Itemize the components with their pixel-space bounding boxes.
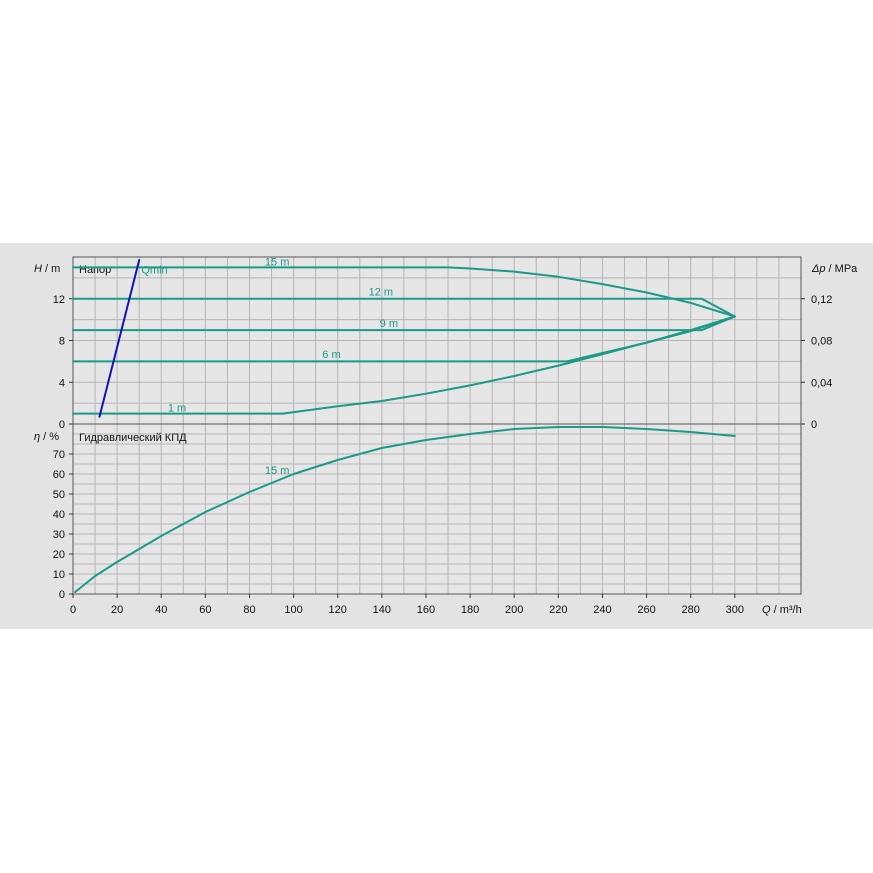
pressure-axis-label: Δp / MPa — [811, 263, 858, 275]
xtick-label: 60 — [199, 604, 211, 616]
head-chart: 0 4 8 12 0 0,04 0,08 0,12 H / m Δp / MPa Напор 15 m… — [34, 256, 858, 431]
xtick-label: 0 — [70, 604, 76, 616]
pressure-ytick-label: 0,12 — [811, 294, 832, 306]
pressure-ytick-label: 0,04 — [811, 377, 832, 389]
efficiency-ytick-label: 30 — [53, 529, 65, 541]
head-curve-1-m — [72, 315, 736, 415]
xtick-label: 20 — [111, 604, 123, 616]
efficiency-chart: 0 10 20 30 40 50 60 70 η / % Гидравлический КПД 0 2… — [34, 423, 802, 616]
head-curve-label-qmin: Qmin — [141, 265, 167, 277]
pressure-ytick-label: 0,08 — [811, 336, 832, 348]
efficiency-chart-title: Гидравлический КПД — [79, 432, 187, 444]
xtick-label: 100 — [284, 604, 302, 616]
pressure-ytick-label: 0 — [811, 419, 817, 431]
xtick-label: 40 — [155, 604, 167, 616]
xtick-label: 80 — [243, 604, 255, 616]
xtick-label: 220 — [549, 604, 567, 616]
xtick-label: 140 — [373, 604, 391, 616]
head-ytick-label: 12 — [53, 294, 65, 306]
head-ytick-label: 4 — [59, 377, 65, 389]
head-ytick-label: 8 — [59, 336, 65, 348]
head-curve-12-m — [72, 297, 736, 318]
efficiency-ytick-label: 10 — [53, 569, 65, 581]
xtick-label: 200 — [505, 604, 523, 616]
head-axis-label: H / m — [34, 263, 60, 275]
xtick-label: 300 — [726, 604, 744, 616]
head-curve-label-6-m: 6 m — [322, 349, 340, 361]
head-chart-title: Напор — [79, 264, 111, 276]
efficiency-plot-area — [72, 423, 802, 595]
head-curve-label-9-m: 9 m — [380, 318, 398, 330]
xtick-label: 260 — [637, 604, 655, 616]
efficiency-ytick-label: 60 — [53, 469, 65, 481]
head-curve-15-m — [72, 266, 736, 318]
head-curve-label-12-m: 12 m — [369, 287, 393, 299]
efficiency-ytick-label: 40 — [53, 509, 65, 521]
xtick-label: 180 — [461, 604, 479, 616]
head-curve-label-15-m: 15 m — [265, 256, 289, 268]
head-curve-label-1-m: 1 m — [168, 402, 186, 414]
xtick-label: 240 — [593, 604, 611, 616]
efficiency-curve-15-m — [74, 426, 736, 593]
efficiency-ytick-label: 20 — [53, 549, 65, 561]
efficiency-ytick-label: 0 — [59, 589, 65, 601]
head-curve-9-m — [72, 315, 736, 332]
xtick-label: 120 — [329, 604, 347, 616]
efficiency-axis-label: η / % — [34, 431, 59, 443]
flow-axis-label: Q / m³/h — [762, 604, 802, 616]
efficiency-ytick-label: 50 — [53, 489, 65, 501]
efficiency-curve-label-15-m: 15 m — [265, 465, 289, 477]
chart-panel: 0 4 8 12 0 0,04 0,08 0,12 H / m Δp / MPa Напор 15 m… — [0, 243, 873, 629]
head-curve-qmin — [98, 259, 141, 418]
xtick-label: 280 — [682, 604, 700, 616]
efficiency-ytick-label: 70 — [53, 449, 65, 461]
head-ytick-label: 0 — [59, 419, 65, 431]
efficiency-plot-frame — [72, 423, 802, 595]
xtick-label: 160 — [417, 604, 435, 616]
